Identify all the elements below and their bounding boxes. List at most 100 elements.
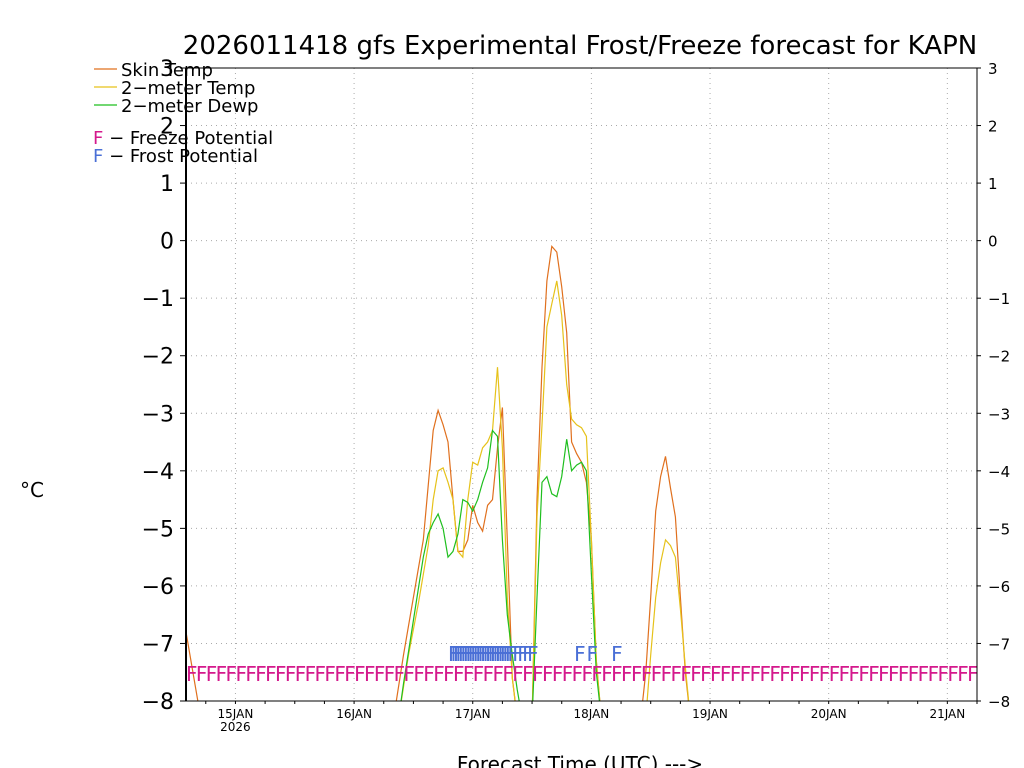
freeze-mark: F [384,662,396,686]
series-clip-group [186,245,690,701]
frost-mark: F [517,642,529,666]
freeze-mark: F [315,662,327,686]
freeze-mark: F [364,662,376,686]
frost-mark: F [450,642,462,666]
frost-mark: F [458,642,470,666]
frost-mark: F [490,642,502,666]
x-tick-sublabel: 2026 [220,720,251,734]
x-tick-label: 21JAN [929,707,965,721]
freeze-mark: F [265,662,277,686]
freeze-mark: F [858,662,870,686]
y-tick-label: −5 [142,517,174,542]
frost-mark: F [478,642,490,666]
freeze-mark: F [730,662,742,686]
freeze-mark: F [868,662,880,686]
freeze-mark: F [740,662,752,686]
symbol-legend-text: − Freeze Potential [103,128,273,149]
freeze-mark: F [947,662,959,686]
frost-mark: F [475,642,487,666]
x-tick-label: 19JAN [692,707,728,721]
freeze-mark: F [295,662,307,686]
freeze-mark: F [216,662,228,686]
frost-mark: F [527,642,539,666]
frost-mark: F [460,642,472,666]
freeze-mark: F [186,662,198,686]
freeze-mark: F [502,662,514,686]
frost-mark: F [495,642,507,666]
y-tick-label: 3 [160,57,174,82]
freeze-mark: F [404,662,416,686]
x-tick-label: 15JAN [218,707,254,721]
legend-entry-label: 2−meter Temp [121,78,255,99]
freeze-mark: F [759,662,771,686]
freeze-mark: F [453,662,465,686]
series-line-2-meter-temp [400,280,690,701]
frost-mark: F [497,642,509,666]
freeze-mark: F [651,662,663,686]
symbol-legend-entry: F − Frost Potential [93,146,258,167]
x-tick-label: 16JAN [336,707,372,721]
freeze-mark: F [532,662,544,686]
freeze-mark: F [374,662,386,686]
x-axis-label: Forecast Time (UTC) ---> [457,752,703,768]
chart-title: 2026011418 gfs Experimental Frost/Freeze… [183,31,977,61]
freeze-mark: F [493,662,505,686]
freeze-mark: F [235,662,247,686]
freeze-mark: F [670,662,682,686]
freeze-mark: F [483,662,495,686]
frost-mark: F [470,642,482,666]
legend-entry-label: Skin Temp [121,60,213,81]
x-tick-label: 20JAN [811,707,847,721]
freeze-mark: F [878,662,890,686]
freeze-mark: F [591,662,603,686]
freeze-mark: F [542,662,554,686]
frost-mark: F [502,642,514,666]
legend-entry-label: 2−meter Dewp [121,96,258,117]
y-tick-label: 1 [160,172,174,197]
y-tick-label-right: −7 [988,635,1010,653]
freeze-mark: F [285,662,297,686]
freeze-mark: F [888,662,900,686]
freeze-mark: F [631,662,643,686]
freeze-mark: F [720,662,732,686]
y-tick-label: −6 [142,575,174,600]
freeze-mark: F [512,662,524,686]
freeze-mark: F [641,662,653,686]
freeze-mark: F [275,662,287,686]
frost-mark: F [611,642,623,666]
potential-marks-layer: FFFFFFFFFFFFFFFFFFFFFFFFFFFFFFFFFFFFFFFF… [186,642,979,686]
freeze-mark: F [433,662,445,686]
freeze-mark: F [354,662,366,686]
y-tick-label: 0 [160,230,174,255]
freeze-mark: F [779,662,791,686]
freeze-mark: F [344,662,356,686]
y-tick-label-right: −6 [988,578,1010,596]
y-tick-label: −4 [142,460,174,485]
freeze-mark: F [413,662,425,686]
freeze-mark: F [661,662,673,686]
freeze-mark: F [423,662,435,686]
frost-mark: F [465,642,477,666]
freeze-mark: F [789,662,801,686]
frost-mark: F [473,642,485,666]
frost-mark: F [512,642,524,666]
freeze-mark: F [572,662,584,686]
freeze-mark: F [305,662,317,686]
freeze-mark: F [700,662,712,686]
freeze-mark: F [473,662,485,686]
freeze-mark: F [611,662,623,686]
symbol-legend-text: − Frost Potential [103,146,258,167]
freeze-mark: F [334,662,346,686]
freeze-mark: F [582,662,594,686]
freeze-mark: F [918,662,930,686]
grid-layer [186,68,977,701]
y-tick-label: −8 [142,690,174,715]
freeze-mark: F [839,662,851,686]
frost-mark: F [522,642,534,666]
y-tick-label-right: −8 [988,693,1010,711]
freeze-mark: F [245,662,257,686]
y-tick-label: −2 [142,345,174,370]
freeze-mark: F [750,662,762,686]
x-tick-label: 18JAN [573,707,609,721]
